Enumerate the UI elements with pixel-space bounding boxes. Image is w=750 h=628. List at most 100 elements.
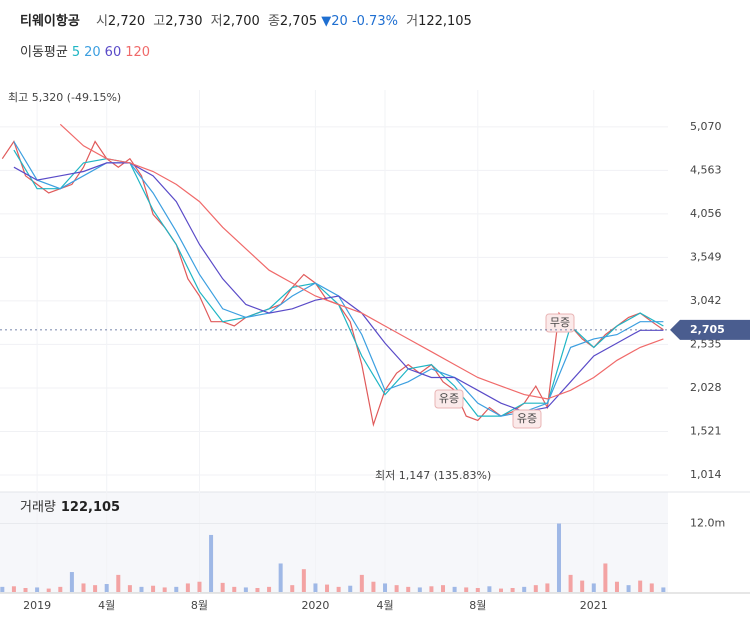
volume-bar — [499, 588, 503, 592]
price-tag — [670, 319, 750, 340]
volume-bar — [429, 586, 434, 592]
x-tick-label: 4월 — [98, 599, 115, 612]
y-tick-label: 2,028 — [690, 381, 722, 394]
volume-bar — [301, 569, 306, 592]
label: 저 — [210, 14, 223, 29]
event-badge-bg — [545, 313, 575, 333]
value: 122,105 — [61, 500, 120, 515]
volume-bar — [290, 585, 295, 592]
volume-bar — [209, 534, 214, 592]
volume-bar — [348, 585, 353, 592]
annotation: 최저 1,147 (135.83%) — [375, 469, 491, 482]
volume-bar — [35, 587, 40, 592]
x-tick-label: 2021 — [580, 599, 608, 612]
volume-bar — [545, 583, 550, 592]
volume-bar — [522, 586, 527, 592]
volume-bar — [313, 583, 318, 592]
arrow: ▼ — [321, 14, 332, 29]
y-tick-label: 1,014 — [690, 468, 722, 481]
volume-bar — [394, 585, 399, 592]
ma-line — [13, 149, 664, 417]
y-tick-label: 3,042 — [690, 294, 722, 307]
legend-entry: 5 — [71, 45, 81, 60]
x-tick-label: 2019 — [23, 599, 51, 612]
volume-bar — [278, 563, 283, 592]
event-badge-bg — [512, 409, 542, 429]
label: 거 — [406, 14, 419, 29]
y-tick-label: 4,056 — [690, 207, 722, 220]
legend-entry: 20 — [84, 45, 101, 60]
y-tick-label: 4,563 — [690, 163, 722, 176]
legend-entry: 60 — [104, 45, 122, 60]
volume-bar — [325, 584, 330, 592]
y-tick-label: 3,549 — [690, 250, 722, 263]
volume-bar — [475, 588, 480, 592]
volume-bar — [69, 572, 74, 592]
price-line — [1, 140, 664, 428]
volume-bar — [638, 580, 643, 592]
value: 2,705 — [279, 14, 318, 29]
y-tick-label: 1,521 — [690, 424, 722, 437]
ma-line — [59, 123, 664, 400]
volume-bar — [174, 586, 179, 592]
volume-bar — [267, 586, 272, 592]
volume-bar — [11, 586, 16, 592]
volume-bar — [568, 574, 573, 592]
label: 고 — [153, 14, 166, 29]
volume-bar — [336, 586, 341, 592]
ma-line — [13, 162, 664, 413]
volume-bar — [116, 574, 121, 592]
value: 2,730 — [165, 14, 203, 29]
value: 122,105 — [418, 14, 472, 29]
volume-bar — [185, 583, 190, 592]
y-tick-label: 5,070 — [690, 120, 722, 133]
volume-bar — [626, 585, 631, 592]
volume-bar — [591, 583, 596, 592]
volume-bar — [417, 587, 422, 592]
annotation: 최고 5,320 (-49.15%) — [8, 91, 121, 104]
event-badge: 유증 — [517, 412, 537, 425]
volume-bar — [243, 587, 248, 592]
y-tick-label: 2,535 — [690, 337, 722, 350]
legend: 이동평균 5 20 60 120 — [20, 41, 154, 60]
x-tick-label: 8월 — [469, 599, 486, 612]
volume-title: 거래량 122,105 — [20, 500, 120, 515]
volume-bar — [452, 586, 457, 592]
volume-bar — [93, 585, 98, 592]
volume-bar — [359, 574, 364, 592]
event-badge: 유증 — [439, 392, 459, 405]
volume-bar — [162, 587, 167, 592]
volume-bar — [580, 580, 585, 592]
ma-line — [13, 141, 664, 417]
volume-bar — [406, 586, 411, 592]
volume-bar — [255, 588, 260, 592]
volume-bar — [104, 584, 109, 592]
volume-bar — [127, 585, 132, 592]
volume-bar — [383, 583, 388, 592]
value: 2,700 — [222, 14, 260, 29]
y-tick-label: 12.0m — [690, 517, 725, 530]
volume-panel — [0, 492, 668, 593]
volume-bar — [441, 585, 446, 592]
volume-bar — [533, 585, 538, 592]
volume-bar — [58, 586, 63, 592]
event-badge: 무증 — [550, 316, 570, 329]
volume-bar — [556, 523, 561, 592]
volume-bar — [197, 581, 202, 592]
volume-bar — [220, 582, 225, 592]
volume-bar — [603, 563, 608, 592]
volume-bar — [614, 581, 619, 592]
price-tag-label: 2,705 — [690, 323, 725, 336]
volume-bar — [371, 581, 376, 592]
event-badge-bg — [434, 389, 464, 409]
volume-bar — [487, 586, 492, 592]
label: 거래량 — [20, 500, 56, 515]
volume-bar — [46, 588, 51, 592]
label: 시 — [95, 14, 108, 29]
change-pct: -0.73% — [351, 14, 398, 29]
header: 티웨이항공 시2,720 고2,730 저2,700 종2,705 ▼20 -0… — [20, 10, 472, 29]
change: 20 — [331, 14, 348, 29]
volume-bar — [139, 586, 144, 592]
volume-bar — [649, 583, 654, 592]
